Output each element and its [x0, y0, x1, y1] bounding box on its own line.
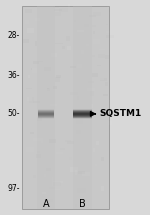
FancyBboxPatch shape	[53, 86, 57, 89]
FancyBboxPatch shape	[38, 111, 54, 112]
FancyBboxPatch shape	[38, 112, 54, 113]
FancyBboxPatch shape	[96, 141, 99, 145]
FancyBboxPatch shape	[73, 116, 92, 117]
Text: SQSTM1: SQSTM1	[90, 109, 142, 118]
FancyBboxPatch shape	[68, 4, 70, 7]
FancyBboxPatch shape	[73, 111, 92, 112]
FancyBboxPatch shape	[73, 114, 92, 115]
FancyBboxPatch shape	[77, 30, 84, 32]
FancyBboxPatch shape	[28, 75, 30, 78]
FancyBboxPatch shape	[73, 113, 92, 114]
FancyBboxPatch shape	[73, 116, 92, 117]
FancyBboxPatch shape	[38, 117, 54, 118]
FancyBboxPatch shape	[78, 171, 85, 174]
FancyBboxPatch shape	[92, 72, 98, 77]
FancyBboxPatch shape	[56, 75, 61, 78]
FancyBboxPatch shape	[30, 132, 34, 134]
Text: B: B	[79, 199, 86, 209]
Text: 36-: 36-	[7, 71, 20, 80]
Text: 97-: 97-	[7, 184, 20, 193]
FancyBboxPatch shape	[73, 110, 92, 111]
FancyBboxPatch shape	[27, 28, 34, 33]
Text: 50-: 50-	[7, 109, 20, 118]
FancyBboxPatch shape	[38, 114, 54, 115]
FancyBboxPatch shape	[101, 186, 105, 191]
FancyBboxPatch shape	[37, 6, 55, 209]
FancyBboxPatch shape	[73, 113, 92, 114]
FancyBboxPatch shape	[73, 117, 92, 118]
FancyBboxPatch shape	[73, 6, 92, 209]
FancyBboxPatch shape	[38, 116, 54, 117]
FancyBboxPatch shape	[47, 88, 49, 89]
FancyBboxPatch shape	[73, 110, 92, 111]
FancyBboxPatch shape	[73, 111, 92, 112]
Text: 28-: 28-	[7, 31, 20, 40]
FancyBboxPatch shape	[42, 192, 46, 194]
FancyBboxPatch shape	[73, 114, 92, 115]
FancyBboxPatch shape	[73, 109, 92, 110]
FancyBboxPatch shape	[73, 117, 92, 118]
FancyBboxPatch shape	[38, 110, 54, 111]
FancyBboxPatch shape	[38, 109, 54, 110]
FancyBboxPatch shape	[38, 116, 54, 117]
FancyBboxPatch shape	[75, 170, 77, 175]
FancyBboxPatch shape	[22, 6, 109, 209]
FancyBboxPatch shape	[73, 112, 92, 113]
FancyBboxPatch shape	[38, 113, 54, 114]
FancyBboxPatch shape	[67, 46, 71, 50]
FancyBboxPatch shape	[38, 115, 54, 116]
FancyBboxPatch shape	[38, 117, 54, 118]
FancyBboxPatch shape	[38, 114, 54, 115]
FancyBboxPatch shape	[31, 68, 32, 70]
FancyBboxPatch shape	[73, 115, 92, 116]
FancyBboxPatch shape	[101, 157, 104, 161]
Text: A: A	[43, 199, 50, 209]
FancyBboxPatch shape	[38, 110, 54, 111]
FancyBboxPatch shape	[38, 113, 54, 114]
FancyBboxPatch shape	[38, 111, 54, 112]
FancyBboxPatch shape	[49, 139, 56, 143]
FancyBboxPatch shape	[70, 167, 78, 172]
FancyBboxPatch shape	[82, 172, 90, 176]
